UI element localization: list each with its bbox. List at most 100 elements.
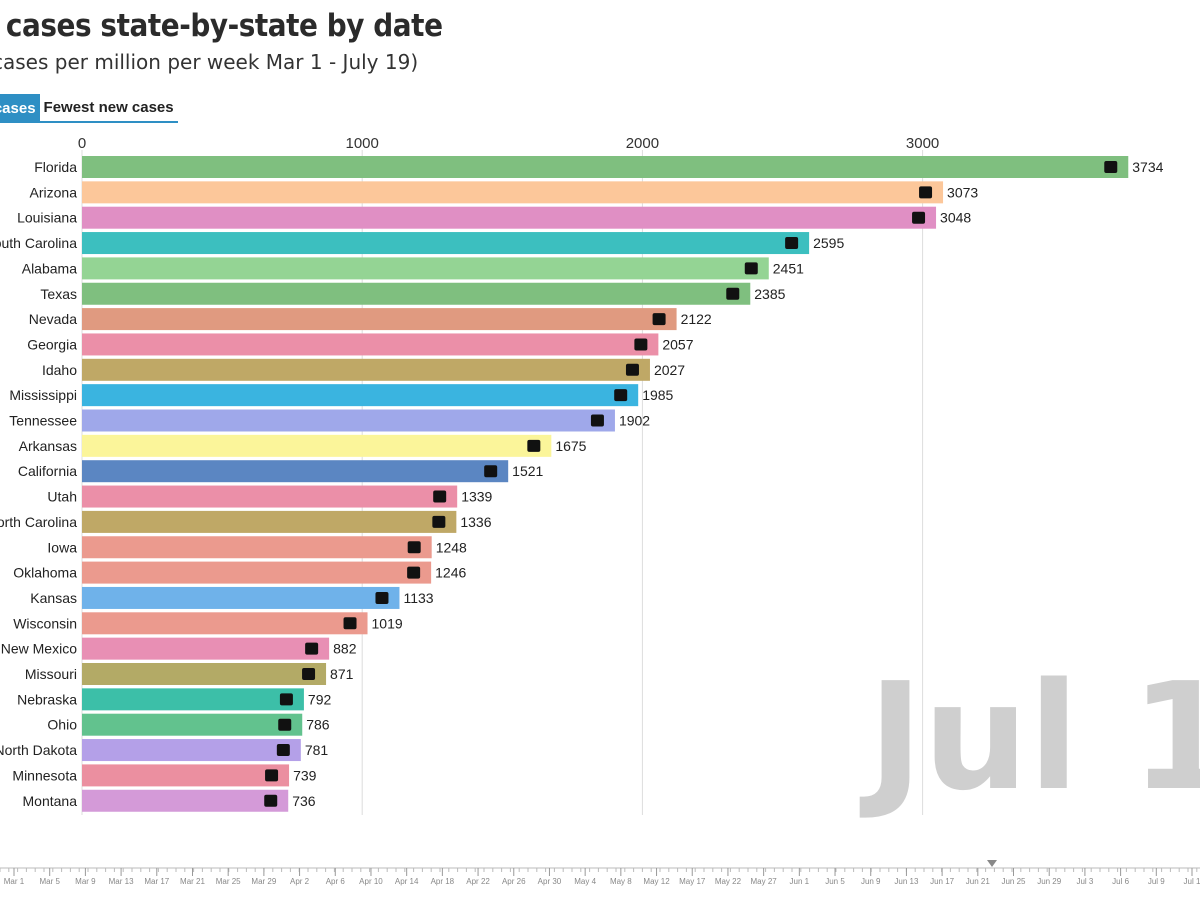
- state-shape-icon: [1104, 161, 1118, 173]
- timeline-tick-label: May 22: [715, 877, 742, 886]
- value-label: 882: [333, 641, 357, 657]
- timeline-tick-label: Jun 29: [1037, 877, 1062, 886]
- timeline-tick-label: Jun 17: [930, 877, 955, 886]
- timeline-tick-label: Jul 3: [1076, 877, 1093, 886]
- state-shape-icon: [265, 769, 279, 782]
- bar[interactable]: [82, 206, 937, 229]
- state-shape-icon: [279, 693, 293, 706]
- bar[interactable]: [82, 485, 458, 508]
- x-tick-label: 3000: [906, 135, 939, 152]
- bar[interactable]: [82, 713, 303, 736]
- state-shape-icon: [726, 287, 740, 300]
- timeline-tick-label: Apr 10: [359, 877, 383, 886]
- bar[interactable]: [82, 282, 751, 305]
- bar[interactable]: [82, 333, 659, 356]
- category-label: Arkansas: [19, 438, 77, 454]
- category-label: Oklahoma: [13, 565, 77, 581]
- state-shape-icon: [912, 211, 926, 224]
- state-shape-icon: [343, 617, 357, 630]
- category-label: Utah: [47, 489, 77, 505]
- bar[interactable]: [82, 688, 304, 711]
- value-label: 3734: [1132, 159, 1163, 175]
- timeline-tick-label: Apr 26: [502, 877, 526, 886]
- tab-most-new-cases[interactable]: w cases: [0, 94, 40, 123]
- bar[interactable]: [82, 181, 944, 204]
- category-label: Arizona: [30, 184, 78, 200]
- timeline-tick-label: Apr 2: [290, 877, 310, 886]
- timeline-tick-label: Mar 5: [39, 877, 60, 886]
- category-label: Missouri: [25, 666, 77, 682]
- bar[interactable]: [82, 561, 432, 584]
- bar[interactable]: [82, 232, 810, 255]
- tab-bar: w cases Fewest new cases: [0, 94, 178, 123]
- timeline-tick-label: Jun 25: [1001, 877, 1026, 886]
- timeline-tick-label: Mar 21: [180, 877, 205, 886]
- timeline-tick-label: Jun 21: [966, 877, 991, 886]
- value-label: 781: [305, 742, 329, 758]
- state-shape-icon: [785, 237, 799, 250]
- bar[interactable]: [82, 384, 639, 407]
- state-shape-icon: [625, 363, 639, 376]
- category-label: Tennessee: [9, 413, 77, 429]
- state-shape-icon: [744, 262, 758, 275]
- bar[interactable]: [82, 460, 509, 483]
- bar[interactable]: [82, 156, 1129, 178]
- bar[interactable]: [82, 789, 289, 812]
- value-label: 1248: [436, 539, 467, 555]
- category-label: Kansas: [30, 590, 77, 606]
- timeline-tick-label: Mar 9: [75, 877, 96, 886]
- bar[interactable]: [82, 358, 650, 381]
- category-label: Iowa: [47, 539, 77, 555]
- category-label: Texas: [40, 286, 77, 302]
- category-label: Alabama: [22, 260, 77, 276]
- timeline-tick-label: Apr 30: [538, 877, 562, 886]
- bar[interactable]: [82, 434, 552, 457]
- category-label: Minnesota: [12, 767, 77, 783]
- category-label: Idaho: [42, 362, 77, 378]
- state-shape-icon: [652, 313, 666, 326]
- tab-fewest-new-cases[interactable]: Fewest new cases: [39, 94, 178, 123]
- bar[interactable]: [82, 409, 615, 432]
- bar[interactable]: [82, 308, 677, 331]
- timeline-tick-label: Apr 18: [431, 877, 455, 886]
- value-label: 2027: [654, 362, 685, 378]
- bar[interactable]: [82, 637, 330, 660]
- category-label: orth Carolina: [0, 514, 77, 530]
- timeline-tick-label: Jul 6: [1112, 877, 1129, 886]
- timeline-tick-label: Mar 17: [144, 877, 169, 886]
- category-label: Louisiana: [17, 210, 77, 226]
- bar[interactable]: [82, 663, 327, 685]
- timeline-tick-label: May 17: [679, 877, 706, 886]
- value-label: 2595: [813, 235, 844, 251]
- timeline-tick-label: Mar 29: [251, 877, 276, 886]
- timeline-current-marker[interactable]: [987, 860, 997, 867]
- bar[interactable]: [82, 586, 400, 609]
- bar[interactable]: [82, 536, 432, 559]
- bar[interactable]: [82, 764, 290, 787]
- bar[interactable]: [82, 612, 368, 635]
- category-label: California: [18, 463, 77, 479]
- state-shape-icon: [527, 439, 541, 452]
- timeline-tick-label: Jun 9: [861, 877, 881, 886]
- bar[interactable]: [82, 257, 769, 280]
- state-shape-icon: [432, 515, 446, 528]
- category-label: Montana: [23, 793, 78, 809]
- state-shape-icon: [264, 794, 278, 807]
- value-label: 2385: [754, 286, 785, 302]
- value-label: 3073: [947, 184, 978, 200]
- chart-title: ID cases state-by-state by date: [0, 8, 443, 44]
- value-label: 1336: [460, 514, 491, 530]
- value-label: 1339: [461, 489, 492, 505]
- value-label: 1019: [372, 615, 403, 631]
- bar[interactable]: [82, 510, 457, 533]
- value-label: 736: [292, 793, 316, 809]
- value-label: 3048: [940, 210, 971, 226]
- bar[interactable]: [82, 739, 301, 762]
- category-label: Nebraska: [17, 691, 77, 707]
- value-label: 1675: [555, 438, 586, 454]
- value-label: 739: [293, 767, 317, 783]
- date-watermark: Jul 12: [859, 651, 1200, 823]
- state-shape-icon: [919, 186, 933, 199]
- state-shape-icon: [407, 541, 421, 554]
